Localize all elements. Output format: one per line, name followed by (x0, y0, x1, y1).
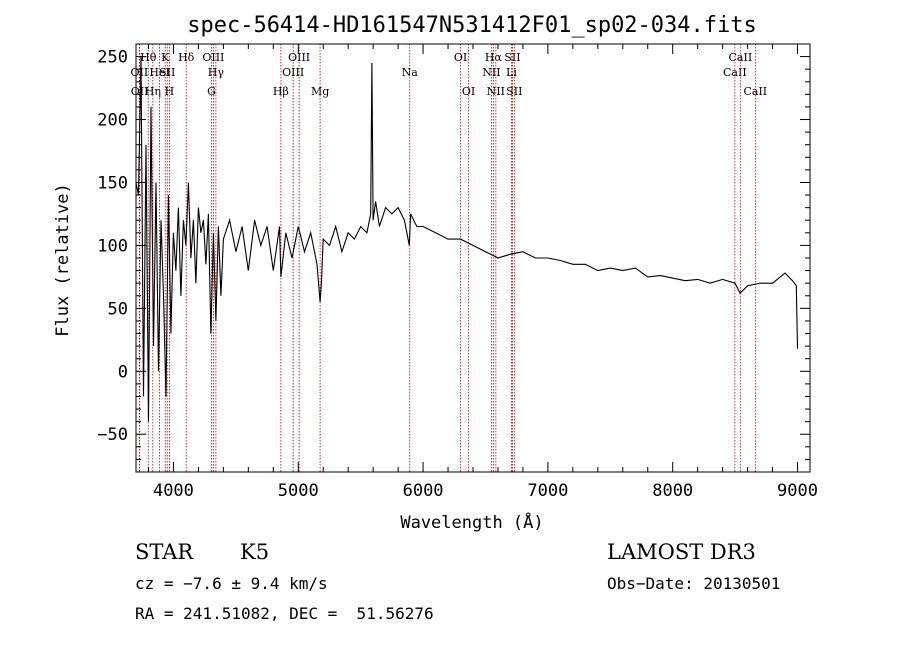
spectral-line-label: NII (487, 85, 505, 98)
y-tick-label: 50 (108, 299, 128, 319)
object-class: STAR (135, 540, 194, 564)
spectral-line-label: Hα (485, 51, 503, 64)
spectral-line-label: Hγ (208, 66, 225, 79)
spectral-line-label: OIII (282, 66, 304, 79)
spectral-line-label: Hβ (273, 85, 289, 98)
spectral-line-label: Hθ (140, 51, 157, 64)
x-tick-label: 8000 (652, 481, 693, 501)
x-axis-label: Wavelength (Å) (400, 511, 543, 533)
y-axis-label: Flux (relative) (53, 183, 73, 337)
spectral-line-label: Li (506, 66, 517, 79)
x-tick-label: 5000 (278, 481, 319, 501)
x-tick-label: 6000 (403, 481, 444, 501)
spectral-line-label: G (207, 85, 216, 98)
spectral-line-label: NII (482, 66, 500, 79)
spectral-line-label: SII (506, 85, 522, 98)
spectral-line-label: H (165, 85, 175, 98)
y-tick-label: 100 (97, 236, 128, 256)
axis-ticks: 4000 5000 6000 7000 8000 9000 −50 0 50 100 150 200 2… (97, 44, 818, 501)
y-tick-label: 150 (97, 173, 128, 193)
spectral-line-label: CaII (723, 66, 747, 79)
y-tick-label: −50 (97, 425, 128, 445)
spectral-line-label: OI (462, 85, 475, 98)
y-tick-label: 250 (97, 48, 128, 68)
x-tick-label: 9000 (777, 481, 818, 501)
spectral-line-label: SII (504, 51, 520, 64)
y-tick-label: 0 (118, 362, 128, 382)
spectral-line-label: OIII (202, 51, 224, 64)
spectral-line-label: OII (131, 85, 149, 98)
object-subclass: K5 (240, 540, 270, 564)
spectral-line-label: CaII (729, 51, 753, 64)
obs-date-text: Obs−Date: 20130501 (607, 574, 781, 593)
spectral-line-label: K (161, 51, 170, 64)
plot-frame (135, 43, 811, 473)
spectral-line-label: SII (159, 66, 175, 79)
survey-name: LAMOST DR3 (607, 540, 756, 564)
coords-text: RA = 241.51082, DEC = 51.56276 (135, 604, 434, 623)
redshift-text: cz = −7.6 ± 9.4 km/s (135, 574, 328, 593)
spectral-line-label: CaII (743, 85, 767, 98)
spectral-line-label: HeI (149, 66, 169, 79)
y-tick-label: 200 (97, 111, 128, 131)
x-tick-label: 4000 (153, 481, 194, 501)
spectral-line-label: Mg (311, 85, 329, 98)
x-tick-label: 7000 (527, 481, 568, 501)
spectral-line-label: Na (402, 66, 419, 79)
spectral-line-label: OI (454, 51, 467, 64)
chart-title: spec-56414-HD161547N531412F01_sp02-034.f… (187, 13, 757, 38)
spectral-line-label: OIII (288, 51, 310, 64)
flux-series-line (135, 56, 799, 422)
spectral-line-label: Hη (145, 85, 161, 98)
spectral-line-label: Hδ (178, 51, 195, 64)
